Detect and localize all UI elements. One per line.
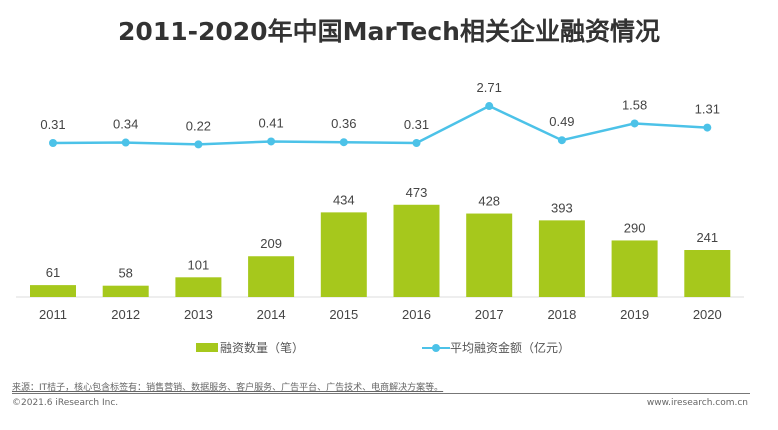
x-tick-label: 2012: [111, 307, 140, 322]
line-point: [49, 139, 57, 147]
bar: [248, 256, 295, 297]
x-tick-label: 2017: [475, 307, 504, 322]
divider: [12, 393, 750, 394]
line-point: [194, 140, 203, 149]
line-label: 1.31: [695, 102, 720, 117]
bar: [393, 204, 440, 297]
copyright: ©2021.6 iResearch Inc.: [12, 398, 119, 408]
line-point: [412, 139, 421, 147]
line-point: [630, 119, 639, 128]
bar-label: 473: [406, 185, 428, 200]
legend-bar: 融资数量（笔）: [196, 339, 304, 356]
x-tick-label: 2018: [547, 307, 576, 322]
line-label: 2.71: [477, 80, 502, 95]
line-series: [52, 104, 708, 146]
bar: [466, 213, 513, 297]
bar: [684, 250, 731, 297]
bar-label: 209: [260, 236, 282, 251]
legend-line: 平均融资金额（亿元）: [422, 339, 570, 356]
line-label: 0.31: [40, 117, 65, 132]
chart-title: 2011-2020年中国MarTech相关企业融资情况: [118, 17, 660, 46]
x-tick-label: 2020: [693, 307, 722, 322]
bar-label: 101: [188, 257, 210, 272]
legend-bar-swatch: [196, 343, 218, 352]
legend-line-label: 平均融资金额（亿元）: [450, 341, 571, 355]
line-label: 1.58: [622, 97, 647, 112]
bar-label: 428: [478, 194, 500, 209]
line-point: [485, 102, 494, 111]
legend-line-swatch: [422, 343, 450, 352]
website: www.iresearch.com.cn: [646, 398, 748, 408]
source-note: 来源：IT桔子，核心包含标签有：销售营销、数据服务、客户服务、广告平台、广告技术…: [12, 383, 444, 393]
line-point: [267, 137, 276, 146]
bar: [320, 212, 367, 297]
bar-label: 58: [118, 266, 132, 281]
x-tick-label: 2015: [329, 307, 358, 322]
legend-bar-label: 融资数量（笔）: [220, 341, 305, 355]
x-tick-label: 2014: [257, 307, 286, 322]
bar-label: 393: [551, 200, 573, 215]
bar-label: 434: [333, 192, 355, 207]
line-point: [557, 136, 566, 145]
line-label: 0.31: [404, 117, 429, 132]
x-tick-label: 2013: [184, 307, 213, 322]
bar-label: 241: [696, 230, 718, 245]
bar: [611, 240, 658, 297]
line-point: [703, 123, 712, 132]
line-point: [121, 138, 130, 147]
line-label: 0.34: [113, 117, 138, 132]
line-label: 0.36: [331, 116, 356, 131]
line-label: 0.41: [258, 115, 283, 130]
line-label: 0.22: [186, 118, 211, 133]
bar: [30, 285, 76, 297]
line-point: [339, 138, 348, 147]
bar-label: 61: [46, 265, 60, 280]
bar: [538, 220, 585, 297]
x-tick-label: 2016: [402, 307, 431, 322]
x-tick-label: 2019: [620, 307, 649, 322]
bar: [102, 285, 149, 297]
bar-label: 290: [624, 220, 646, 235]
line-label: 0.49: [549, 114, 574, 129]
x-tick-label: 2011: [39, 307, 67, 322]
bar: [175, 277, 222, 297]
